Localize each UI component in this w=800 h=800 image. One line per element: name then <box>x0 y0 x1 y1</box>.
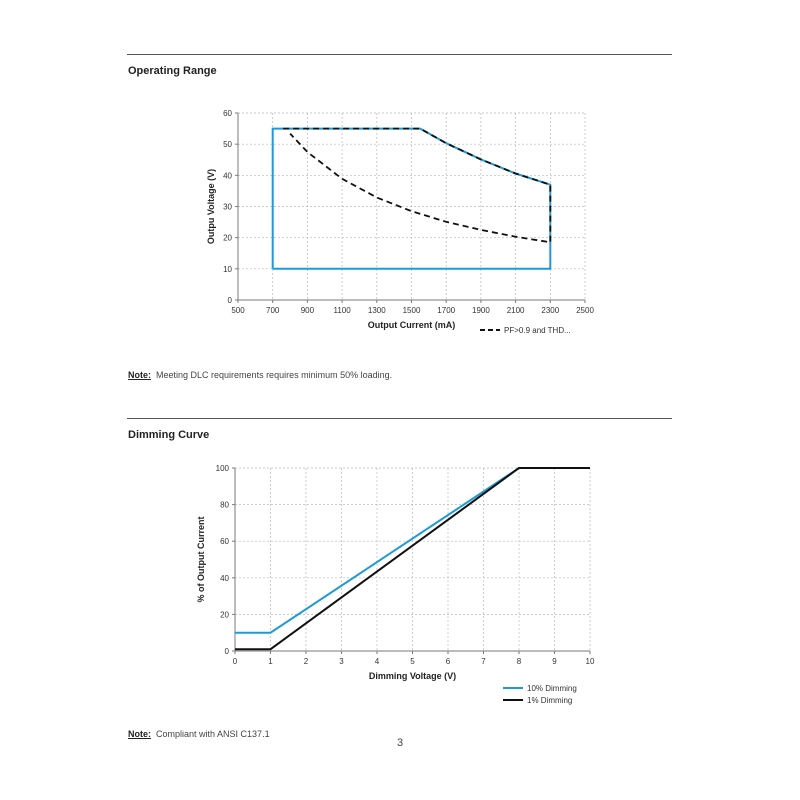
legend-label: PF>0.9 and THD... <box>504 326 571 335</box>
dimming-curve-title: Dimming Curve <box>128 429 210 441</box>
x-tick-label: 8 <box>517 657 522 666</box>
middle-divider <box>127 418 672 419</box>
x-tick-label: 1100 <box>333 306 351 315</box>
y-tick-label: 60 <box>223 109 232 118</box>
y-tick-label: 10 <box>223 265 232 274</box>
operating-range-chart: 500 700 900 1100 1300 1500 1700 1900 2100 2300 250… <box>206 109 594 335</box>
y-tick-label: 60 <box>220 537 229 546</box>
x-tick-label: 1 <box>268 657 273 666</box>
operating-range-note: Note: Meeting DLC requirements requires … <box>128 370 392 380</box>
x-tick-label: 9 <box>552 657 557 666</box>
note-label: Note: <box>128 370 151 380</box>
x-tick-label: 10 <box>586 657 595 666</box>
series-line <box>235 467 590 651</box>
operating-range-title: Operating Range <box>128 65 217 77</box>
y-tick-label: 0 <box>228 296 233 305</box>
y-axis-title: Outpu Voltage (V) <box>206 169 216 244</box>
legend-label: 10% Dimming <box>527 684 577 693</box>
x-tick-label: 1500 <box>403 306 421 315</box>
y-tick-label: 40 <box>223 171 232 180</box>
x-tick-label: 1700 <box>437 306 455 315</box>
x-tick-label: 2100 <box>507 306 525 315</box>
y-tick-label: 100 <box>216 464 230 473</box>
x-tick-label: 2 <box>304 657 309 666</box>
x-tick-label: 5 <box>410 657 415 666</box>
note-text: Compliant with ANSI C137.1 <box>156 729 270 739</box>
x-axis-title: Output Current (mA) <box>368 320 456 330</box>
x-axis-title: Dimming Voltage (V) <box>369 671 456 681</box>
y-tick-label: 50 <box>223 140 232 149</box>
x-tick-label: 7 <box>481 657 486 666</box>
y-tick-label: 0 <box>225 647 230 656</box>
y-tick-label: 40 <box>220 574 229 583</box>
dimming-curve-note: Note: Compliant with ANSI C137.1 <box>128 729 270 739</box>
note-text: Meeting DLC requirements requires minimu… <box>156 370 393 380</box>
x-tick-label: 0 <box>233 657 238 666</box>
x-tick-label: 700 <box>266 306 280 315</box>
y-tick-label: 20 <box>220 610 229 619</box>
note-label: Note: <box>128 729 151 739</box>
y-tick-label: 80 <box>220 501 229 510</box>
y-tick-label: 30 <box>223 203 232 212</box>
x-tick-label: 2500 <box>576 306 594 315</box>
y-axis-title: % of Output Current <box>196 517 206 603</box>
y-tick-label: 20 <box>223 234 232 243</box>
x-tick-label: 900 <box>301 306 315 315</box>
x-tick-label: 1300 <box>368 306 386 315</box>
series-line <box>283 127 552 244</box>
x-tick-label: 500 <box>231 306 245 315</box>
legend-label: 1% Dimming <box>527 696 572 705</box>
x-tick-label: 6 <box>446 657 451 666</box>
x-tick-label: 3 <box>339 657 344 666</box>
x-tick-label: 2300 <box>541 306 559 315</box>
top-divider <box>127 54 672 55</box>
x-tick-label: 1900 <box>472 306 490 315</box>
page-number: 3 <box>396 737 404 749</box>
x-tick-label: 4 <box>375 657 380 666</box>
